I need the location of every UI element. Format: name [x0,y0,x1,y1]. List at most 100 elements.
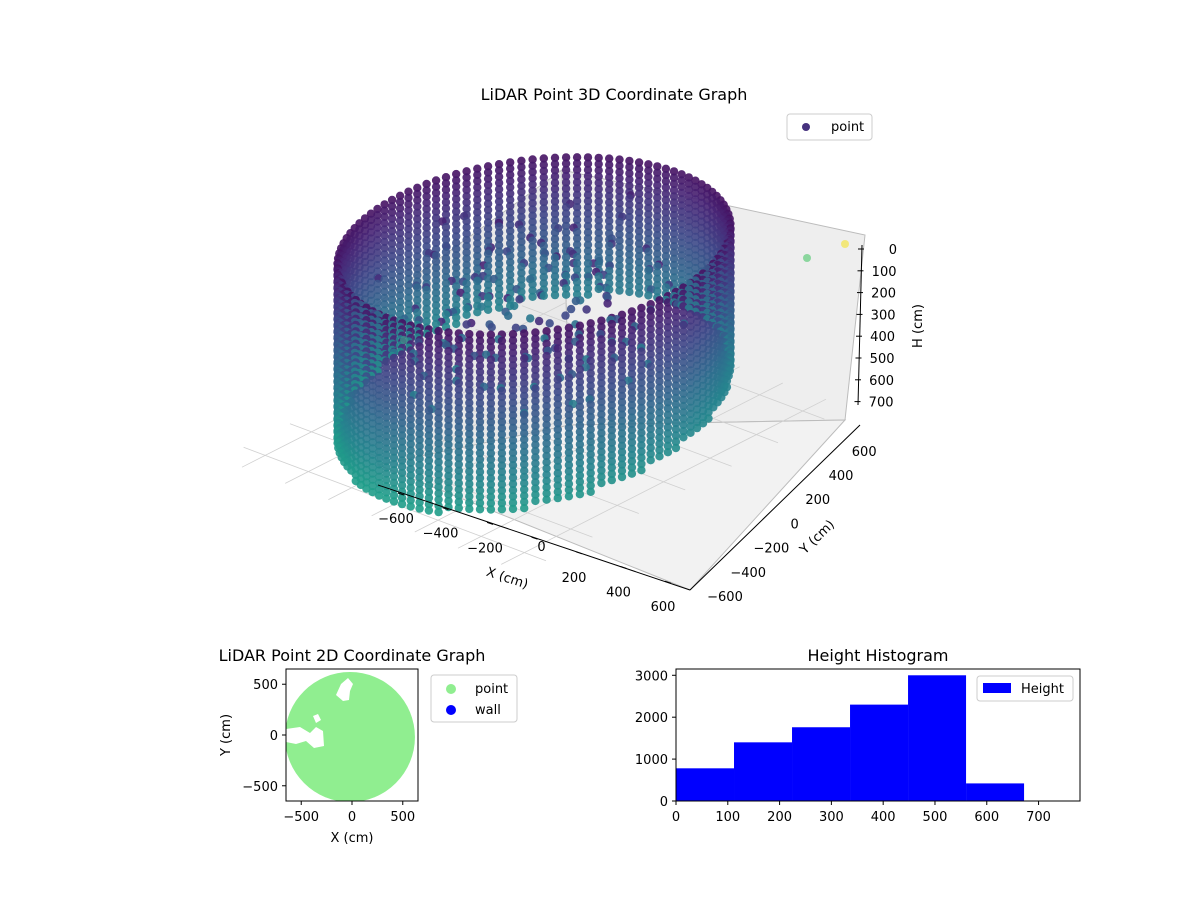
point-3d [486,430,496,439]
point-3d [389,397,399,406]
point-3d [422,242,431,251]
point-3d [395,247,405,257]
point-3d [661,258,671,267]
point-3d [644,272,653,281]
point-3d [483,249,493,258]
point-3d [553,462,562,472]
x-tick-mark-3d [664,580,672,584]
point-3d [625,244,634,253]
point-3d [663,335,673,345]
point-3d [583,171,593,181]
point-3d [663,429,673,438]
point-3d [397,456,407,465]
point-3d [605,254,614,263]
point-3d [634,195,644,205]
point-3d [617,454,627,463]
point-3d [663,435,673,444]
point-3d [597,435,606,444]
point-3d [564,442,574,451]
point-3d [528,167,537,177]
point-3d [494,178,504,188]
point-3d [382,425,391,435]
point-3d [677,170,686,179]
point-3d [475,336,485,345]
point-3d [404,274,413,284]
point-3d [550,166,560,175]
point-3d [561,159,571,168]
point-3d [424,375,434,384]
point-3d [422,204,431,214]
point-3d [691,251,700,260]
point-3d [397,368,407,378]
point-3d [644,191,653,200]
point-3d [465,498,474,507]
point-3d [653,199,662,209]
point-3d [653,224,662,233]
point-3d [597,466,606,475]
point-3d [389,447,399,456]
point-3d [462,291,471,301]
point-3d [646,331,655,340]
point-3d [634,289,644,298]
point-3d [444,346,453,356]
point-3d [486,436,496,445]
point-3d [494,203,504,213]
point-3d [434,389,443,398]
point-3d [415,442,424,451]
point-3d [404,287,413,296]
point-3d [515,295,524,304]
point-3d [431,269,441,279]
point-3d [475,486,485,495]
point-3d [646,387,655,396]
point-3d [375,485,384,494]
point-3d [444,390,453,399]
point-3d [441,210,451,219]
point-3d [413,289,422,298]
point-3d [424,381,434,390]
point-3d [684,235,693,244]
point-3d [637,347,646,356]
point-3d [605,166,614,176]
point-3d [431,238,441,248]
point-3d [382,494,391,503]
point-3d [424,450,434,459]
z-tick-label-3d: 700 [869,396,894,411]
point-3d [531,478,540,487]
point-3d [486,336,496,346]
point-3d [669,273,679,282]
point-3d [375,372,384,382]
point-3d [663,366,673,376]
point-3d [465,473,474,482]
point-3d [415,379,424,388]
point-3d [465,386,474,395]
point-3d [413,233,422,242]
point-3d [564,379,574,389]
point-3d [671,412,681,421]
point-3d [465,336,474,345]
point-3d [454,485,463,494]
point-3d [454,491,463,500]
point-3d [561,253,571,262]
point-3d [508,423,518,432]
point-3d [382,475,391,485]
point-3d [583,259,593,268]
point-3d [627,307,637,316]
point-3d [473,276,482,286]
point-3d [677,188,686,198]
point-3d [473,226,482,236]
point-3d [594,197,603,206]
point-3d [528,174,537,183]
point-3d [637,422,646,431]
point-3d [550,172,560,181]
point-3d [389,466,399,475]
point-3d [413,196,422,205]
point-3d [646,318,655,328]
point-3d [561,234,571,243]
point-3d [406,477,415,486]
point-3d [627,326,637,335]
point-3d [473,251,482,261]
point-3d [564,329,574,339]
point-3d [583,278,593,287]
point-3d [679,345,688,355]
